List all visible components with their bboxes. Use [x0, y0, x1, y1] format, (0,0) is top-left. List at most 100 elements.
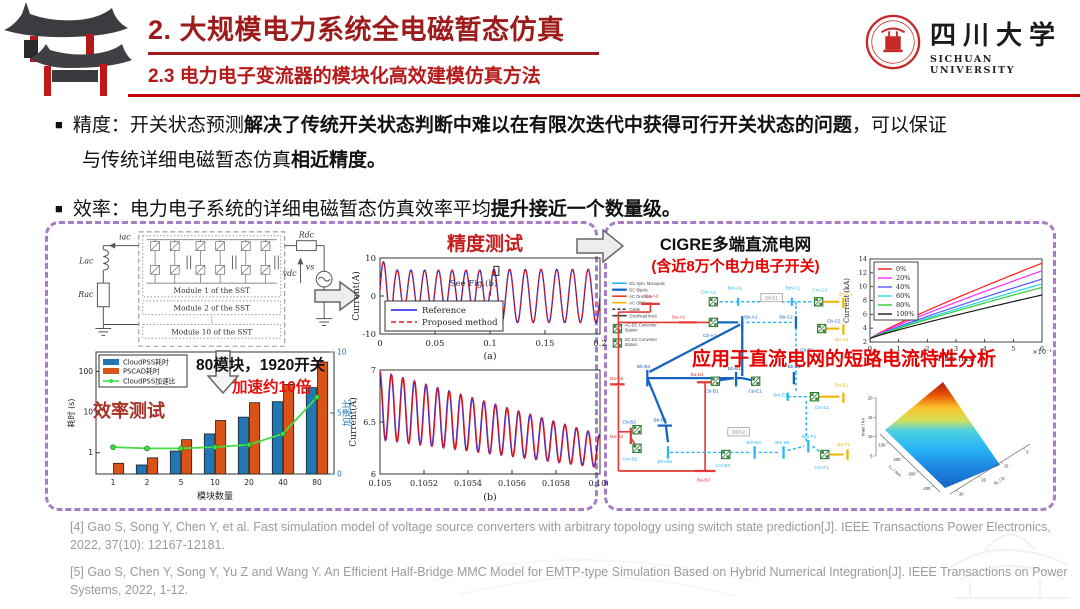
bullet-efficiency: ■ 效率：电力电子系统的详细电磁暂态仿真效率平均提升接近一个数量级。: [55, 192, 1060, 227]
converter-station-icon: [817, 323, 827, 334]
svg-text:AC Offshore: AC Offshore: [629, 300, 652, 305]
svg-text:Cm-B2: Cm-B2: [623, 457, 638, 463]
svg-text:Bm-B5: Bm-B5: [775, 440, 790, 446]
flow-arrow-right-1: [314, 281, 360, 311]
svg-text:Station: Station: [625, 342, 639, 347]
converter-station-icon: [632, 425, 642, 435]
page-title: 2. 大规模电力系统全电磁暂态仿真: [148, 8, 599, 55]
svg-text:DC Bipole: DC Bipole: [629, 287, 648, 292]
converter-station-icon: [612, 323, 623, 334]
circuit-label-iac: iac: [119, 233, 131, 242]
svg-text:15: 15: [868, 415, 873, 420]
watermark-roof-icon: [434, 558, 756, 597]
svg-text:Bb-C2: Bb-C2: [779, 314, 793, 320]
waveform-b-chart: [346, 362, 608, 504]
svg-text:AC-DC Converter: AC-DC Converter: [625, 323, 658, 328]
cigre-subtitle: (含近8万个电力电子开关): [651, 258, 820, 275]
converter-station-icon: [813, 297, 824, 307]
svg-text:DC Sym. Monopole: DC Sym. Monopole: [629, 281, 665, 286]
short-circuit-fan-chart: [842, 254, 1054, 366]
svg-text:Bo-C1: Bo-C1: [839, 292, 853, 298]
svg-text:Cable: Cable: [629, 307, 640, 312]
converter-station-icon: [750, 376, 761, 386]
svg-text:20: 20: [868, 396, 873, 401]
svg-text:Bm-F1: Bm-F1: [802, 434, 817, 440]
svg-text:Cd-E1: Cd-E1: [748, 389, 762, 395]
svg-text:200: 200: [893, 457, 901, 462]
converter-station-icon: [632, 443, 642, 454]
svg-text:Ba-B2: Ba-B2: [610, 434, 624, 440]
svg-text:Cb-D1: Cb-D1: [800, 347, 814, 353]
bullet-list: ■ 精度：开关状态预测解决了传统开关状态判断中难以在有限次迭代中获得可行开关状态的…: [55, 108, 1060, 241]
converter-station-icon: [708, 317, 719, 328]
bar-annotation-modules: 80模块，1920开关: [196, 357, 326, 374]
university-name-en: SICHUAN UNIVERSITY: [930, 53, 1016, 76]
svg-text:Ba-B1: Ba-B1: [691, 372, 705, 378]
svg-text:Cm-B3: Cm-B3: [715, 463, 730, 469]
bullet-line2: 与传统详细电磁暂态仿真相近精度。: [55, 150, 386, 171]
bullet-text: 效率：电力电子系统的详细电磁暂态仿真效率平均: [72, 199, 491, 221]
svg-text:Cm-C1: Cm-C1: [812, 287, 827, 293]
svg-text:Bm-A1: Bm-A1: [728, 285, 743, 291]
svg-text:AC Onshore: AC Onshore: [629, 294, 652, 299]
reference-item: [4] Gao S, Song Y, Chen Y, et al. Fast s…: [70, 520, 1051, 553]
references: [4] Gao S, Song Y, Chen Y, et al. Fast s…: [70, 518, 1070, 609]
module1-label: Module 1 of the SST: [174, 286, 250, 295]
svg-text:Bb-B1: Bb-B1: [728, 366, 742, 372]
svg-text:Ba-A0: Ba-A0: [645, 294, 659, 300]
bullet-text-bold: 解决了传统开关状态判断中难以在有限次迭代中获得可行开关状态的问题: [243, 115, 852, 136]
svg-text:Bo-C2: Bo-C2: [835, 337, 849, 343]
circuit-label-lac: Lac: [78, 256, 94, 265]
svg-text:5: 5: [870, 454, 873, 459]
module-vdots: ⋮: [208, 315, 215, 324]
sst-circuit: iac Lac Rac Rdc vdc vs Module 1 of the S…: [77, 231, 333, 347]
svg-text:L₀ / mH: L₀ / mH: [888, 464, 902, 478]
svg-text:400: 400: [923, 486, 931, 491]
svg-text:Cb-B2: Cb-B2: [623, 420, 637, 426]
svg-text:Cm-A1: Cm-A1: [701, 290, 716, 296]
bullet-text-bold: 相近精度。: [291, 150, 387, 172]
svg-text:Bb-E1: Bb-E1: [788, 364, 802, 370]
converter-station-icon: [721, 449, 731, 460]
module10-label: Module 10 of the SST: [171, 327, 252, 336]
svg-text:Overhead lines: Overhead lines: [629, 313, 657, 318]
efficiency-test-title: 效率测试: [93, 401, 165, 421]
svg-text:Ba-A1: Ba-A1: [672, 314, 686, 320]
svg-text:Ba-B3: Ba-B3: [697, 477, 711, 483]
svg-text:300: 300: [908, 472, 916, 477]
header-divider: [128, 94, 1080, 97]
svg-text:Station: Station: [625, 328, 639, 333]
cigre-title-block: CIGRE多端直流电网 (含近8万个电力电子开关): [618, 231, 853, 276]
bullet-square-icon: ■: [55, 117, 63, 132]
converter-station-icon: [708, 297, 719, 307]
cigre-title: CIGRE多端直流电网: [659, 236, 812, 254]
svg-text:Bm-B3: Bm-B3: [746, 440, 761, 446]
svg-text:Bb-A1: Bb-A1: [744, 314, 758, 320]
converter-station-icon: [820, 449, 830, 460]
pagoda-image: [4, 2, 132, 96]
svg-text:Bo-E1: Bo-E1: [835, 382, 849, 388]
waveform-a-chart: [350, 252, 608, 362]
application-note: 应用于直流电网的短路电流特性分析: [692, 349, 997, 370]
svg-text:0: 0: [1026, 450, 1029, 455]
svg-text:Imax / kA: Imax / kA: [861, 418, 866, 436]
svg-text:Cm-F1: Cm-F1: [814, 465, 829, 471]
bullet-square-icon: ■: [55, 201, 63, 217]
svg-text:30: 30: [959, 492, 964, 497]
sichuan-university-seal: [865, 14, 921, 70]
circuit-label-vs: vs: [306, 262, 315, 271]
converter-station-icon: [809, 392, 820, 402]
bullet-text: ，可以保证: [851, 115, 947, 136]
flow-arrow-down: [207, 350, 239, 394]
page-subtitle: 2.3 电力电子变流器的模块化高效建模仿真方法: [148, 66, 541, 87]
svg-text:Bm-B2: Bm-B2: [658, 459, 673, 465]
bullet-text: 与传统详细电磁暂态仿真: [82, 150, 292, 172]
svg-text:Cm-E1: Cm-E1: [814, 405, 829, 411]
svg-text:10: 10: [1004, 464, 1009, 469]
circuit-label-rac: Rac: [77, 290, 94, 299]
svg-text:Cb-C2: Cb-C2: [827, 318, 841, 324]
university-logo-text: 四川大学 SICHUAN UNIVERSITY: [930, 22, 1080, 76]
svg-text:DCS1: DCS1: [765, 295, 778, 301]
